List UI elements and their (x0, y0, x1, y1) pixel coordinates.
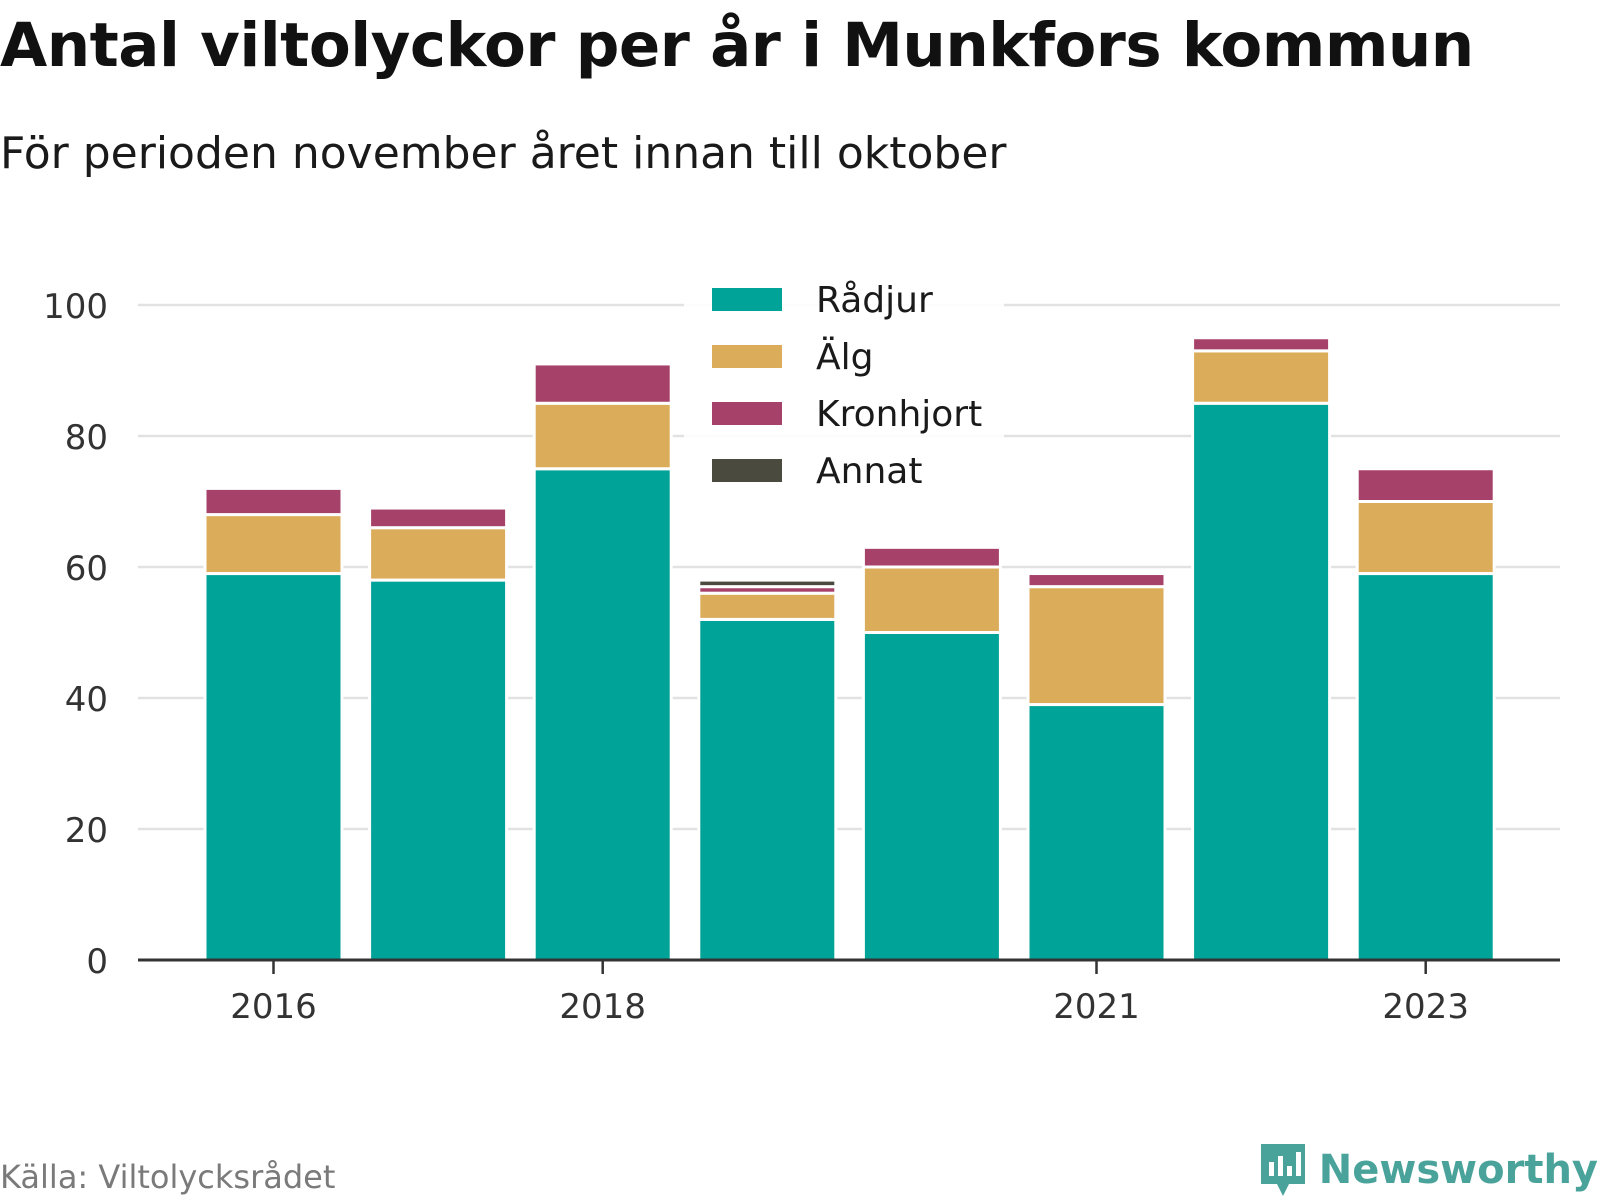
x-tick-label: 2023 (1382, 987, 1469, 1027)
x-tick-label: 2018 (559, 987, 646, 1027)
bar-segment-rådjur (1355, 572, 1496, 962)
bar-segment-älg (532, 401, 673, 471)
y-tick-label: 40 (65, 680, 108, 720)
bar-segment-kronhjort (861, 545, 1002, 569)
bar-segment-kronhjort (1191, 336, 1332, 353)
bar-segment-rådjur (532, 467, 673, 962)
y-tick-label: 20 (65, 811, 108, 851)
legend-label-älg: Älg (816, 336, 873, 378)
bar-segment-rådjur (697, 617, 838, 962)
bar-segment-kronhjort (368, 506, 509, 530)
bar-segment-älg (1026, 585, 1167, 707)
chart-subtitle: För perioden november året innan till ok… (0, 128, 1007, 179)
legend-label-kronhjort: Kronhjort (816, 394, 982, 435)
bar-segment-rådjur (861, 631, 1002, 962)
chart-title: Antal viltolyckor per år i Munkfors komm… (0, 10, 1474, 81)
bar-segment-älg (1191, 349, 1332, 405)
brand-name: Newsworthy (1318, 1147, 1598, 1193)
x-tick-label: 2016 (230, 987, 317, 1027)
bar-segment-älg (368, 526, 509, 582)
y-tick-label: 80 (65, 418, 108, 458)
x-tick-label: 2021 (1053, 987, 1140, 1027)
legend-swatch-rådjur (712, 288, 782, 311)
legend-label-rådjur: Rådjur (816, 280, 933, 321)
y-tick-label: 60 (65, 549, 108, 589)
bar-segment-älg (1355, 500, 1496, 576)
bar-segment-rådjur (368, 578, 509, 962)
bar-segment-älg (697, 591, 838, 621)
bar-segment-rådjur (203, 572, 344, 962)
legend-swatch-annat (712, 459, 782, 482)
bar-segment-annat (697, 578, 838, 589)
bar-segment-älg (203, 513, 344, 576)
bar-segment-kronhjort (1026, 572, 1167, 589)
y-tick-label: 0 (86, 942, 108, 982)
bar-segment-kronhjort (203, 486, 344, 517)
legend-swatch-älg (712, 345, 782, 368)
newsworthy-logo-icon (1260, 1144, 1305, 1196)
bar-segment-kronhjort (532, 362, 673, 405)
bar-segment-älg (861, 565, 1002, 634)
y-tick-label: 100 (43, 287, 108, 327)
source-note: Källa: Viltolycksrådet (0, 1158, 336, 1196)
bar-segment-kronhjort (1355, 467, 1496, 503)
brand-logo: Newsworthy (1259, 1140, 1598, 1200)
bar-segment-rådjur (1191, 401, 1332, 962)
legend-swatch-kronhjort (712, 402, 782, 425)
legend-label-annat: Annat (816, 451, 922, 492)
bar-segment-rådjur (1026, 703, 1167, 962)
